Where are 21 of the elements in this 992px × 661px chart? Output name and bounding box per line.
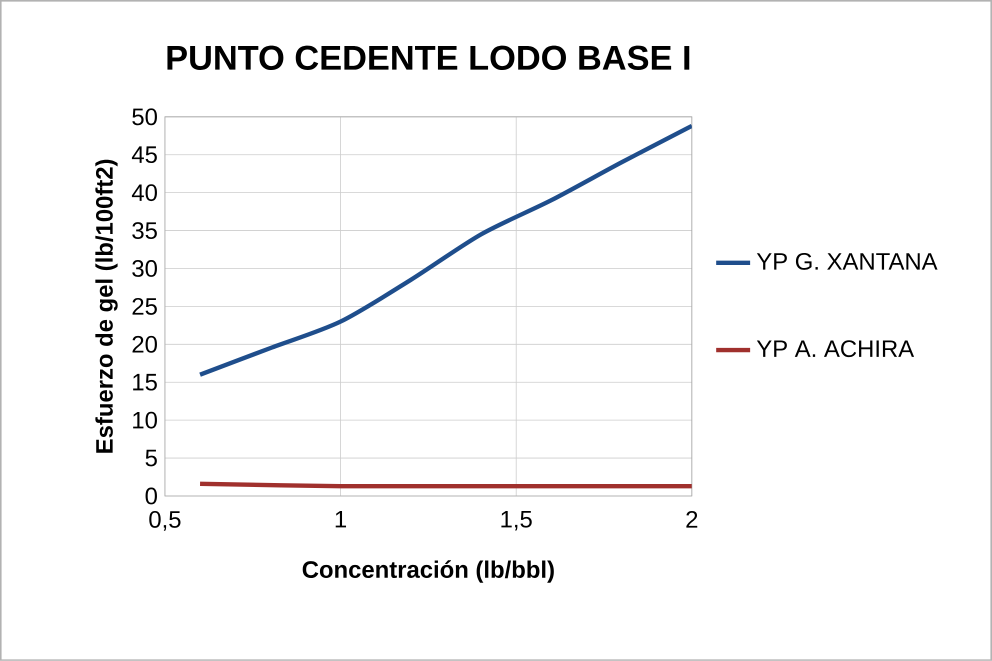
y-tick-label: 45 <box>132 146 157 164</box>
x-axis-title: Concentración (lb/bbl) <box>302 560 554 583</box>
y-tick-label: 20 <box>132 336 157 353</box>
y-tick-label: 10 <box>133 412 157 429</box>
x-tick-label: 1 <box>336 511 346 528</box>
y-tick-label: 50 <box>132 108 157 126</box>
y-tick-label: 5 <box>146 450 157 466</box>
y-tick-label: 30 <box>132 260 157 277</box>
x-tick-label: 1,5 <box>501 511 532 530</box>
y-tick-label: 15 <box>133 374 157 391</box>
y-tick-label: 0 <box>146 488 157 504</box>
legend-label: YP G. XANTANA <box>756 252 938 270</box>
y-tick-label: 35 <box>132 222 157 240</box>
y-tick-label: 25 <box>132 298 157 315</box>
chart-title: PUNTO CEDENTE LODO BASE I <box>167 46 690 70</box>
y-tick-label: 40 <box>132 184 157 202</box>
x-tick-label: 2 <box>686 511 698 528</box>
y-axis-title: Esfuerzo de gel (lb/100ft2) <box>95 160 118 453</box>
legend-label: YP A. ACHIRA <box>756 340 914 358</box>
line-series <box>198 124 692 377</box>
x-tick-label: 0,5 <box>149 511 180 531</box>
